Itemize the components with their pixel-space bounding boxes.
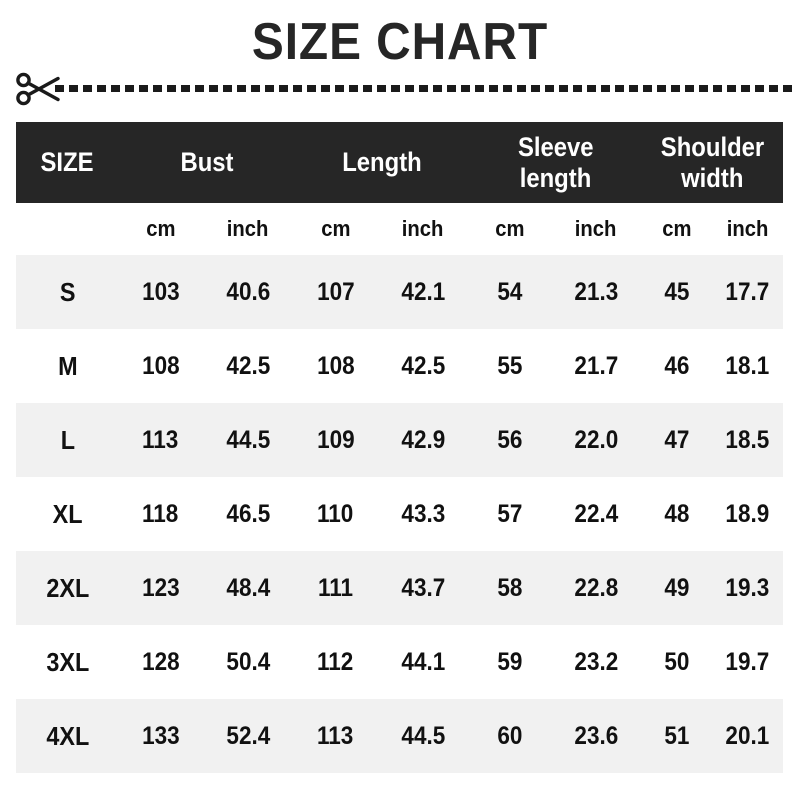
cell-bust-inch: 44.5	[226, 425, 270, 454]
unit-header-sleeve-cm: cm	[494, 216, 525, 241]
cell-bust-cm: 128	[141, 647, 180, 676]
cell-sleeve-inch: 23.2	[574, 647, 618, 676]
cell-bust-inch: 52.4	[226, 721, 270, 750]
unit-header-blank	[16, 203, 119, 255]
cell-shoulder-inch: 17.7	[725, 277, 770, 306]
table-row: 3XL 128 50.4 112 44.1 59 23.2 50 19.7	[16, 625, 784, 699]
cell-size: XL	[52, 498, 83, 529]
cell-sleeve-cm: 59	[497, 647, 523, 676]
cell-sleeve-cm: 57	[497, 499, 523, 528]
cell-shoulder-inch: 19.7	[725, 647, 770, 676]
cell-sleeve-inch: 22.0	[574, 425, 618, 454]
cell-size: 2XL	[46, 572, 89, 603]
table-row: XL 118 46.5 110 43.3 57 22.4 48 18.9	[16, 477, 784, 551]
size-chart-table: SIZE Bust Length Sleeve length Shoulder wi…	[16, 122, 784, 773]
cell-size: M	[57, 350, 78, 381]
cell-sleeve-cm: 54	[497, 277, 523, 306]
table-row: L 113 44.5 109 42.9 56 22.0 47 18.5	[16, 403, 784, 477]
table-unit-header-row: cm inch cm inch cm inch cm inch	[16, 203, 784, 255]
unit-header-length-inch: inch	[402, 216, 444, 241]
table-row: 2XL 123 48.4 111 43.7 58 22.8 49 19.3	[16, 551, 784, 625]
cell-length-inch: 44.5	[401, 721, 445, 750]
cell-shoulder-cm: 48	[664, 499, 690, 528]
cell-sleeve-cm: 60	[497, 721, 523, 750]
cell-bust-inch: 48.4	[226, 573, 270, 602]
cell-length-inch: 42.5	[401, 351, 445, 380]
cell-shoulder-cm: 49	[664, 573, 690, 602]
table-body: S 103 40.6 107 42.1 54 21.3 45 17.7 M 10…	[16, 255, 784, 773]
cell-shoulder-cm: 45	[664, 277, 690, 306]
cell-shoulder-inch: 20.1	[725, 721, 770, 750]
cell-sleeve-cm: 56	[497, 425, 523, 454]
cell-bust-cm: 118	[142, 499, 179, 528]
cell-size: S	[59, 276, 76, 307]
cell-bust-cm: 108	[141, 351, 180, 380]
cell-sleeve-inch: 21.3	[574, 277, 618, 306]
cell-length-inch: 44.1	[401, 647, 445, 676]
cell-sleeve-cm: 58	[497, 573, 523, 602]
cell-shoulder-inch: 18.1	[725, 351, 770, 380]
table-row: S 103 40.6 107 42.1 54 21.3 45 17.7	[16, 255, 784, 329]
cell-shoulder-inch: 18.5	[725, 425, 770, 454]
cell-length-cm: 112	[317, 647, 354, 676]
cell-sleeve-inch: 22.8	[574, 573, 618, 602]
cell-size: 4XL	[46, 720, 89, 751]
cell-length-cm: 109	[316, 425, 355, 454]
column-header-bust: Bust	[179, 147, 234, 177]
cell-bust-inch: 40.6	[226, 277, 270, 306]
cell-length-cm: 110	[317, 499, 354, 528]
table-row: 4XL 133 52.4 113 44.5 60 23.6 51 20.1	[16, 699, 784, 773]
cell-shoulder-inch: 19.3	[725, 573, 770, 602]
column-header-shoulder-width: Shoulder width	[660, 131, 765, 193]
cell-bust-cm: 123	[141, 573, 180, 602]
column-header-length: Length	[341, 147, 422, 177]
column-header-sleeve-length: Sleeve length	[517, 131, 594, 193]
cell-length-inch: 43.3	[401, 499, 445, 528]
cell-length-cm: 108	[316, 351, 355, 380]
cell-sleeve-cm: 55	[497, 351, 523, 380]
unit-header-bust-inch: inch	[227, 216, 269, 241]
unit-header-shoulder-inch: inch	[726, 216, 769, 241]
page-title: SIZE CHART	[251, 13, 549, 71]
scissors-icon	[16, 72, 60, 106]
cell-shoulder-cm: 47	[664, 425, 690, 454]
dashed-cut-line	[55, 85, 794, 92]
cell-shoulder-cm: 50	[664, 647, 690, 676]
cell-length-inch: 43.7	[401, 573, 445, 602]
cell-length-cm: 113	[317, 721, 354, 750]
column-header-size: SIZE	[40, 147, 95, 177]
cell-length-inch: 42.9	[401, 425, 445, 454]
table-group-header-row: SIZE Bust Length Sleeve length Shoulder wi…	[16, 122, 784, 203]
cell-length-cm: 107	[316, 277, 355, 306]
cell-bust-inch: 42.5	[226, 351, 270, 380]
cell-length-cm: 111	[317, 573, 354, 602]
cell-bust-cm: 133	[141, 721, 180, 750]
unit-header-bust-cm: cm	[145, 216, 176, 241]
cell-shoulder-cm: 46	[664, 351, 690, 380]
unit-header-sleeve-inch: inch	[575, 216, 617, 241]
cell-shoulder-cm: 51	[664, 721, 690, 750]
cell-bust-inch: 46.5	[226, 499, 270, 528]
cell-bust-inch: 50.4	[226, 647, 270, 676]
cell-sleeve-inch: 22.4	[574, 499, 618, 528]
cell-sleeve-inch: 21.7	[574, 351, 618, 380]
cell-length-inch: 42.1	[401, 277, 445, 306]
cell-shoulder-inch: 18.9	[725, 499, 770, 528]
cell-bust-cm: 103	[141, 277, 180, 306]
cut-line	[14, 72, 794, 106]
cell-size: L	[60, 424, 75, 455]
cell-bust-cm: 113	[142, 425, 179, 454]
cell-size: 3XL	[46, 646, 89, 677]
unit-header-shoulder-cm: cm	[662, 216, 692, 241]
table-row: M 108 42.5 108 42.5 55 21.7 46 18.1	[16, 329, 784, 403]
cell-sleeve-inch: 23.6	[574, 721, 618, 750]
unit-header-length-cm: cm	[320, 216, 351, 241]
